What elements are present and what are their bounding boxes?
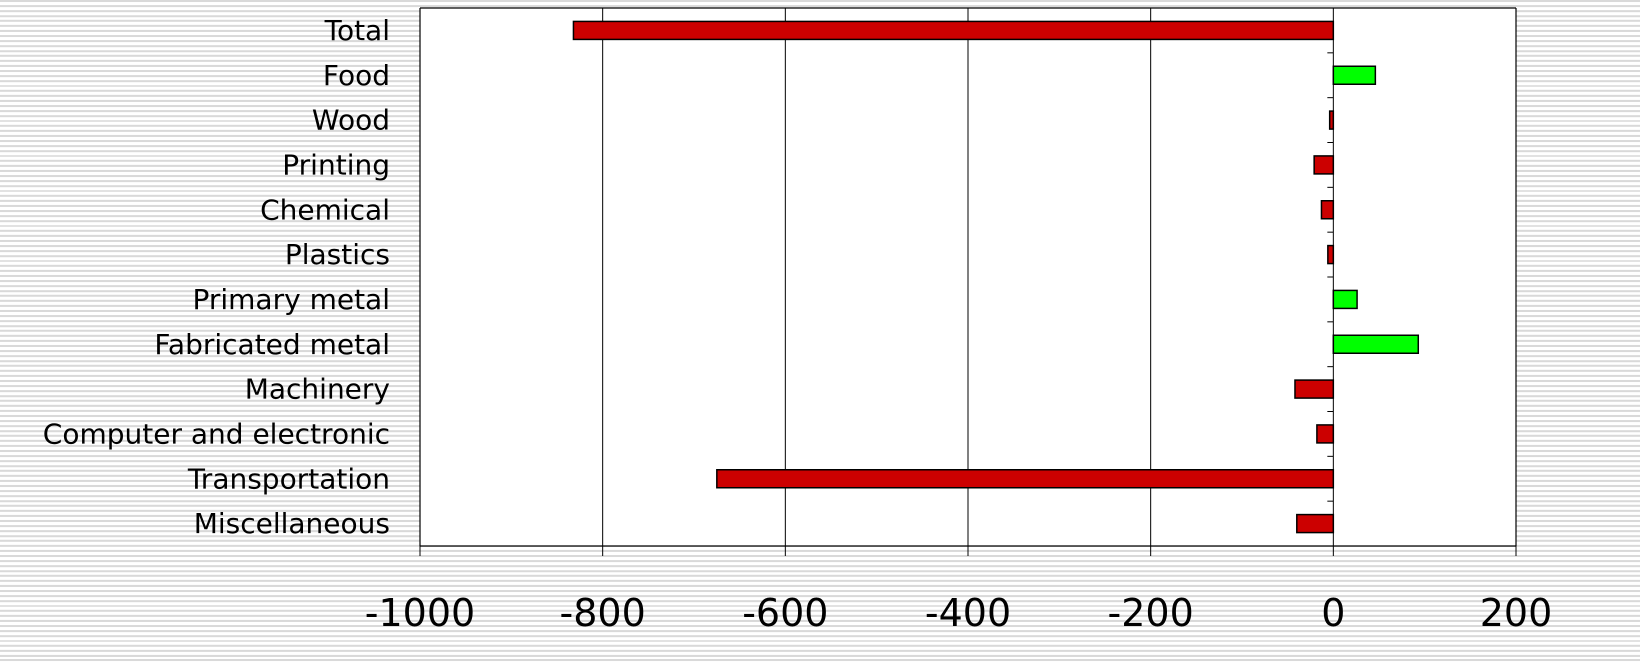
category-label-computer-and-electronic: Computer and electronic <box>43 417 390 450</box>
bar-computer-and-electronic <box>1316 424 1335 444</box>
bar-wood <box>1328 110 1335 130</box>
bar-food <box>1332 65 1377 85</box>
value-axis-labels: -1000 -800 -600 -400 -200 0 200 <box>365 591 1552 635</box>
bar-chemical <box>1320 200 1335 220</box>
bar-miscellaneous <box>1296 513 1335 534</box>
bar-printing <box>1313 155 1335 175</box>
gridlines <box>602 8 1334 546</box>
bars <box>572 20 1420 534</box>
axis-ticks <box>419 7 1517 556</box>
bar-fabricated-metal <box>1332 334 1420 354</box>
x-tick-label: -200 <box>1108 591 1194 635</box>
x-tick-label: -800 <box>560 591 646 635</box>
category-label-chemical: Chemical <box>260 193 390 226</box>
category-label-machinery: Machinery <box>245 373 390 406</box>
category-label-total: Total <box>324 14 390 47</box>
category-label-printing: Printing <box>282 148 390 181</box>
category-label-food: Food <box>323 59 390 92</box>
bar-plastics <box>1327 244 1335 265</box>
x-tick-label: -400 <box>925 591 1011 635</box>
category-label-plastics: Plastics <box>285 238 390 271</box>
category-label-transportation: Transportation <box>187 462 390 495</box>
category-axis-labels: Total Food Wood Printing Chemical Plastics Pri… <box>43 14 390 540</box>
bar-primary-metal <box>1332 289 1358 310</box>
x-tick-label: 200 <box>1480 591 1553 635</box>
bar-total <box>572 20 1335 41</box>
category-label-wood: Wood <box>312 104 390 137</box>
category-label-primary-metal: Primary metal <box>192 283 390 316</box>
x-tick-label: -600 <box>742 591 828 635</box>
x-tick-label: 0 <box>1321 591 1345 635</box>
category-label-miscellaneous: Miscellaneous <box>194 507 390 540</box>
bar-machinery <box>1294 379 1335 399</box>
x-tick-label: -1000 <box>365 591 475 635</box>
bar-transportation <box>716 469 1335 489</box>
category-label-fabricated-metal: Fabricated metal <box>154 328 390 361</box>
